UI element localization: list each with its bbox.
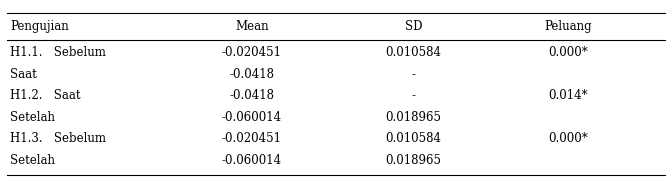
Text: Setelah: Setelah xyxy=(10,154,55,167)
Text: H1.2.   Saat: H1.2. Saat xyxy=(10,89,81,102)
Text: SD: SD xyxy=(405,20,422,33)
Text: -0.060014: -0.060014 xyxy=(222,111,282,124)
Text: Peluang: Peluang xyxy=(544,20,591,33)
Text: -0.020451: -0.020451 xyxy=(222,46,282,59)
Text: 0.000*: 0.000* xyxy=(548,132,588,145)
Text: -: - xyxy=(411,89,415,102)
Text: H1.1.   Sebelum: H1.1. Sebelum xyxy=(10,46,106,59)
Text: 0.010584: 0.010584 xyxy=(385,46,442,59)
Text: 0.018965: 0.018965 xyxy=(385,111,442,124)
Text: -: - xyxy=(411,68,415,81)
Text: Pengujian: Pengujian xyxy=(10,20,69,33)
Text: H1.3.   Sebelum: H1.3. Sebelum xyxy=(10,132,106,145)
Text: -0.0418: -0.0418 xyxy=(230,89,274,102)
Text: -0.020451: -0.020451 xyxy=(222,132,282,145)
Text: 0.010584: 0.010584 xyxy=(385,132,442,145)
Text: Setelah: Setelah xyxy=(10,111,55,124)
Text: Mean: Mean xyxy=(235,20,269,33)
Text: Saat: Saat xyxy=(10,68,37,81)
Text: 0.014*: 0.014* xyxy=(548,89,587,102)
Text: 0.000*: 0.000* xyxy=(548,46,588,59)
Text: 0.018965: 0.018965 xyxy=(385,154,442,167)
Text: -0.060014: -0.060014 xyxy=(222,154,282,167)
Text: -0.0418: -0.0418 xyxy=(230,68,274,81)
